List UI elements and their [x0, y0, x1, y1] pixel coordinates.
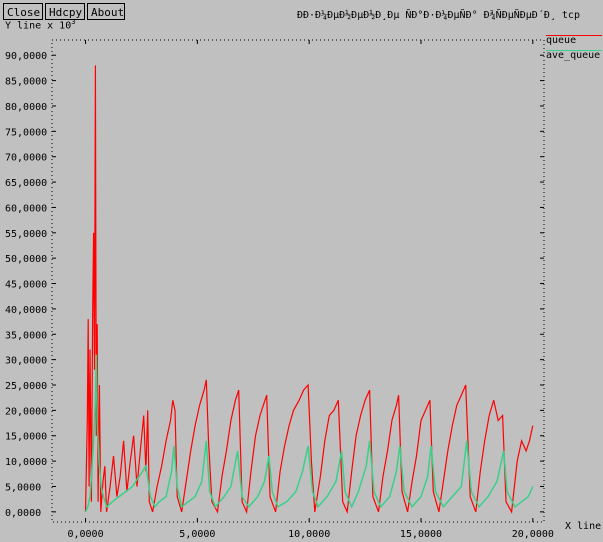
x-tick-label: 5,0000 [179, 529, 215, 540]
legend-ave-queue-swatch [546, 50, 602, 51]
series-ave-queue [84, 354, 534, 513]
y-tick-label: 40,0000 [5, 305, 47, 316]
y-tick-label: 15,0000 [5, 432, 47, 443]
y-axis-label-exponent: 3 [71, 18, 76, 26]
y-tick-label: 60,0000 [5, 203, 47, 214]
legend-ave-queue-label: ave_queue [546, 50, 601, 61]
y-tick-label: 75,0000 [5, 127, 47, 138]
y-tick-label: 20,0000 [5, 406, 47, 417]
y-tick-label: 55,0000 [5, 229, 47, 240]
x-axis-label: X line [565, 521, 602, 532]
legend-queue-label: queue [546, 35, 577, 46]
about-button[interactable]: About [87, 3, 125, 20]
series-queue [84, 65, 534, 515]
y-tick-label: 50,0000 [5, 254, 47, 265]
x-tick-label: 0,0000 [67, 529, 103, 540]
x-tick-label: 10,0000 [288, 529, 330, 540]
x-tick-label: 15,0000 [400, 529, 442, 540]
window-title: ÐÐ·Ð¼ÐµÐ½ÐµÐ½Ð¸Ðµ ÑÐ°Ð·Ð¼ÐµÑÐ° Ð¾ÑÐµÑÐµÐ… [297, 10, 580, 21]
hardcopy-button[interactable]: Hdcpy [45, 3, 85, 20]
y-tick-label: 30,0000 [5, 356, 47, 367]
close-button[interactable]: Close [3, 3, 43, 20]
y-tick-label: 25,0000 [5, 381, 47, 392]
y-tick-label: 10,0000 [5, 457, 47, 468]
y-tick-label: 0,0000 [5, 508, 41, 519]
x-tick-label: 20,0000 [512, 529, 554, 540]
y-tick-label: 70,0000 [5, 153, 47, 164]
y-tick-label: 85,0000 [5, 77, 47, 88]
y-tick-label: 90,0000 [5, 51, 47, 62]
legend-queue-swatch [546, 35, 602, 36]
y-tick-label: 45,0000 [5, 280, 47, 291]
y-tick-label: 35,0000 [5, 330, 47, 341]
y-tick-label: 65,0000 [5, 178, 47, 189]
y-axis-label: Y line x 103 [5, 18, 76, 32]
y-tick-label: 80,0000 [5, 102, 47, 113]
y-tick-label: 5,0000 [5, 482, 41, 493]
plot-frame [51, 39, 545, 523]
